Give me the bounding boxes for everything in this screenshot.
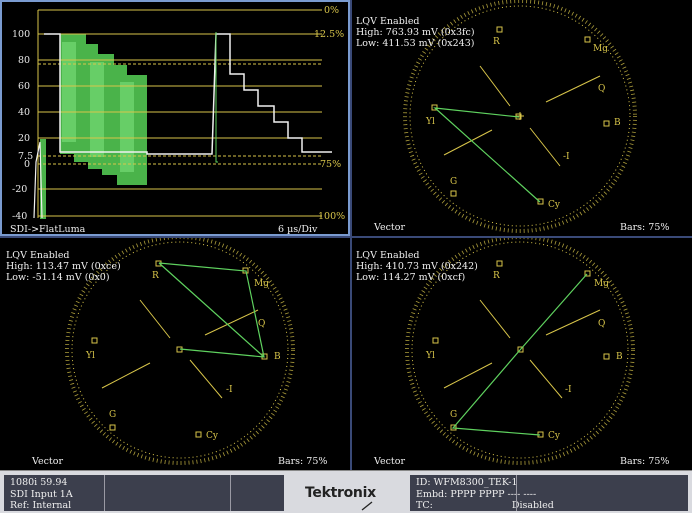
status-id-box: ID: WFM8300_TEK-1 Embd: PPPP PPPP ---- -… xyxy=(410,475,688,511)
wave-right-12-5pct: 12.5% xyxy=(314,29,345,40)
id-readout: ID: WFM8300_TEK-1 xyxy=(416,477,518,488)
format-readout: 1080i 59.94 xyxy=(10,477,68,488)
status-bar: 1080i 59.94 SDI Input 1A Ref: Internal T… xyxy=(0,470,692,513)
target-cy: Cy xyxy=(548,200,561,210)
input-readout: SDI Input 1A xyxy=(10,488,73,500)
waveform-source-label: SDI->FlatLuma xyxy=(10,224,86,235)
wave-right-100pct: 100% xyxy=(318,211,346,222)
lqv-high: High: 410.73 mV (0x242) xyxy=(356,261,478,272)
tc-label: TC: xyxy=(416,500,433,511)
tc-readout: TC: Disabled xyxy=(416,500,682,512)
target-i: -I xyxy=(226,385,233,395)
wave-scale-0: 0 xyxy=(24,159,31,170)
tektronix-swoosh-icon xyxy=(361,501,373,511)
vectorscope-graticule-3: R Mg Q B -I Cy G Yl xyxy=(405,238,635,465)
target-mg: Mg xyxy=(593,44,608,54)
target-mg: Mg xyxy=(254,279,269,289)
vector-label: Vector xyxy=(374,222,406,233)
bars-label: Bars: 75% xyxy=(278,456,328,467)
target-g: G xyxy=(450,177,457,187)
target-i: -I xyxy=(565,385,572,395)
wave-trace-bar xyxy=(117,75,147,185)
status-format-box: 1080i 59.94 SDI Input 1A Ref: Internal xyxy=(4,475,284,511)
target-cy: Cy xyxy=(206,431,219,441)
lqv-high: High: 113.47 mV (0xce) xyxy=(6,261,121,272)
tc-value: Disabled xyxy=(511,500,554,511)
target-q: Q xyxy=(598,84,605,94)
lqv-status: LQV Enabled xyxy=(356,16,420,27)
vector-label: Vector xyxy=(32,456,64,467)
status-divider xyxy=(104,475,105,511)
vector-tile-3[interactable]: R Mg Q B -I Cy G Yl LQV Enabled High: 41… xyxy=(352,238,692,470)
status-divider xyxy=(516,475,517,511)
target-b: B xyxy=(614,118,621,128)
lqv-low: Low: 114.27 mV (0xcf) xyxy=(356,272,466,283)
tile-divider-vertical xyxy=(350,0,352,470)
wave-right-0pct: 0% xyxy=(324,5,340,16)
wave-scale-40: 40 xyxy=(18,107,31,118)
wave-scale-minus20: -20 xyxy=(12,184,28,195)
target-yl: Yl xyxy=(425,117,435,127)
target-yl: Yl xyxy=(425,351,435,361)
wave-scale-minus40: -40 xyxy=(12,211,28,222)
target-cy: Cy xyxy=(548,431,561,441)
target-b: B xyxy=(616,352,623,362)
vectorscope-graticule-2: R Mg Q B -I Cy G Yl xyxy=(65,238,295,465)
wave-scale-7-5: 7.5 xyxy=(18,151,34,162)
target-r: R xyxy=(493,271,500,281)
vector-tile-2[interactable]: R Mg Q B -I Cy G Yl LQV Enabled High: 11… xyxy=(0,238,350,470)
target-q: Q xyxy=(258,319,265,329)
target-mg: Mg xyxy=(594,279,609,289)
waveform-graticule xyxy=(33,9,332,219)
wave-scale-100: 100 xyxy=(12,29,31,40)
tektronix-logo: Tektronix xyxy=(305,485,376,501)
bars-label: Bars: 75% xyxy=(620,222,670,233)
target-g: G xyxy=(450,410,457,420)
lqv-low: Low: -51.14 mV (0x0) xyxy=(6,272,110,283)
wave-scale-80: 80 xyxy=(18,55,31,66)
wave-trace-strip xyxy=(40,139,46,219)
target-q: Q xyxy=(598,319,605,329)
wave-scale-60: 60 xyxy=(18,81,31,92)
target-r: R xyxy=(493,37,500,47)
bars-label: Bars: 75% xyxy=(620,456,670,467)
status-divider xyxy=(230,475,231,511)
target-b: B xyxy=(274,352,281,362)
vectorscope-graticule-1: R Mg Q B -I Cy G Yl xyxy=(403,0,637,233)
lqv-high: High: 763.93 mV (0x3fc) xyxy=(356,27,475,38)
target-r: R xyxy=(152,271,159,281)
ref-readout: Ref: Internal xyxy=(10,500,72,511)
vector-tile-1[interactable]: R Mg Q B -I Cy G Yl LQV Enabled High: 76… xyxy=(352,0,692,236)
lqv-status: LQV Enabled xyxy=(356,250,420,261)
embd-readout: Embd: PPPP PPPP ---- ---- xyxy=(416,488,537,500)
wave-scale-20: 20 xyxy=(18,133,31,144)
target-yl: Yl xyxy=(85,351,95,361)
waveform-sweep-label: 6 µs/Div xyxy=(278,224,318,235)
lqv-low: Low: 411.53 mV (0x243) xyxy=(356,38,475,49)
target-g: G xyxy=(109,410,116,420)
lqv-status: LQV Enabled xyxy=(6,250,70,261)
vector-label: Vector xyxy=(374,456,406,467)
waveform-tile[interactable]: 100 80 60 40 20 7.5 0 -20 -40 0% 12.5% 7… xyxy=(0,0,350,236)
target-i: -I xyxy=(563,152,570,162)
tile-divider-horizontal xyxy=(0,236,692,238)
wave-right-75pct: 75% xyxy=(320,159,342,170)
